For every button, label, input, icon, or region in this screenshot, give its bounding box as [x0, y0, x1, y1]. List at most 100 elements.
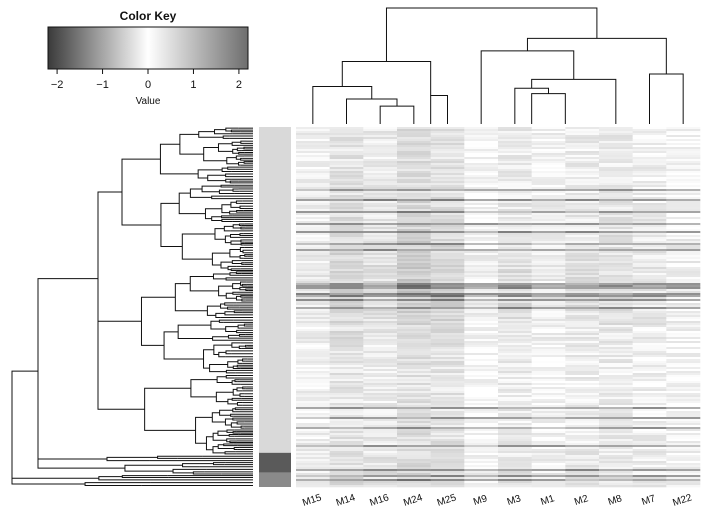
heatmap-cell [599, 417, 633, 420]
heatmap-cell [498, 313, 532, 316]
heatmap-cell [296, 345, 330, 348]
heatmap-cell [531, 185, 566, 188]
heatmap-cell [397, 263, 431, 266]
heatmap-cell [296, 157, 330, 160]
heatmap-cell [363, 173, 398, 176]
heatmap-cell [430, 419, 465, 422]
heatmap-cell [296, 233, 330, 236]
column-dendrogram-link [514, 87, 549, 124]
heatmap-cell [296, 369, 330, 372]
heatmap-cell [498, 239, 532, 242]
heatmap-cell [363, 291, 398, 294]
heatmap-cell [666, 269, 701, 272]
heatmap-cell [430, 181, 465, 184]
heatmap-cell [329, 349, 364, 352]
row-dendrogram-link [239, 393, 245, 397]
heatmap-cell [363, 363, 398, 366]
heatmap-cell [666, 239, 701, 242]
heatmap-cell [296, 191, 330, 194]
heatmap-cell [599, 263, 633, 266]
heatmap-cell [363, 415, 398, 418]
heatmap-cell [666, 457, 701, 460]
heatmap-cell [464, 217, 499, 220]
heatmap-cell [599, 279, 633, 282]
row-dendrogram-link [159, 143, 199, 175]
heatmap-cell [296, 403, 330, 406]
heatmap-cell [397, 433, 431, 436]
heatmap-cell [329, 269, 364, 272]
heatmap-cell [397, 261, 431, 264]
heatmap-cell [531, 465, 566, 468]
heatmap-cell [565, 399, 600, 402]
heatmap-cell [666, 485, 701, 488]
heatmap-cell [329, 253, 364, 256]
heatmap-cell [632, 249, 667, 252]
row-dendrogram-link [37, 458, 125, 469]
heatmap-cell [329, 483, 364, 486]
heatmap-cell [363, 381, 398, 384]
heatmap-cell [464, 387, 499, 390]
heatmap-cell [565, 363, 600, 366]
heatmap-cell [498, 379, 532, 382]
heatmap-cell [531, 335, 566, 338]
heatmap-cell [531, 319, 566, 322]
heatmap-cell [666, 273, 701, 276]
heatmap-cell [363, 383, 398, 386]
heatmap-cell [296, 175, 330, 178]
heatmap-cell [565, 141, 600, 144]
row-dendrogram-link [224, 451, 237, 455]
heatmap-cell [397, 467, 431, 470]
row-dendrogram-link [217, 430, 230, 436]
heatmap-cell [363, 457, 398, 460]
heatmap-cell [565, 309, 600, 312]
heatmap-cell [296, 421, 330, 424]
heatmap-cell [531, 143, 566, 146]
heatmap-cell [296, 193, 330, 196]
heatmap-cell [397, 405, 431, 408]
row-dendrogram-link [231, 141, 241, 146]
heatmap-cell [296, 385, 330, 388]
heatmap-cell [329, 135, 364, 138]
heatmap-cell [464, 159, 499, 162]
heatmap-cell [565, 259, 600, 262]
heatmap-cell [430, 423, 465, 426]
heatmap-cell [599, 485, 633, 488]
heatmap-cell [599, 443, 633, 446]
heatmap-cell [296, 367, 330, 370]
heatmap-cell [599, 481, 633, 484]
heatmap-cell [498, 295, 532, 298]
heatmap-cell [498, 221, 532, 224]
heatmap-cell [363, 471, 398, 474]
heatmap-cell [531, 399, 566, 402]
heatmap-cell [666, 427, 701, 430]
heatmap-cell [430, 353, 465, 356]
heatmap-cell [666, 207, 701, 210]
heatmap-cell [666, 323, 701, 326]
heatmap-cell [464, 407, 499, 410]
heatmap-cell [397, 373, 431, 376]
heatmap-cell [632, 145, 667, 148]
heatmap-cell [296, 273, 330, 276]
heatmap-cell [632, 325, 667, 328]
heatmap-cell [329, 351, 364, 354]
heatmap-cell [531, 157, 566, 160]
heatmap-cell [430, 263, 465, 266]
heatmap-cell [363, 379, 398, 382]
heatmap-cell [363, 401, 398, 404]
heatmap-cell [498, 219, 532, 222]
heatmap-cell [296, 331, 330, 334]
heatmap-cell [397, 221, 431, 224]
heatmap-cell [666, 213, 701, 216]
heatmap-cell [599, 171, 633, 174]
heatmap-cell [498, 225, 532, 228]
heatmap-cell [599, 349, 633, 352]
heatmap-cell [531, 293, 566, 296]
heatmap-cell [632, 367, 667, 370]
heatmap-cell [565, 425, 600, 428]
heatmap-cell [363, 175, 398, 178]
heatmap-cell [397, 483, 431, 486]
heatmap-cell [397, 369, 431, 372]
heatmap-cell [430, 343, 465, 346]
heatmap-cell [464, 237, 499, 240]
heatmap-cell [363, 413, 398, 416]
